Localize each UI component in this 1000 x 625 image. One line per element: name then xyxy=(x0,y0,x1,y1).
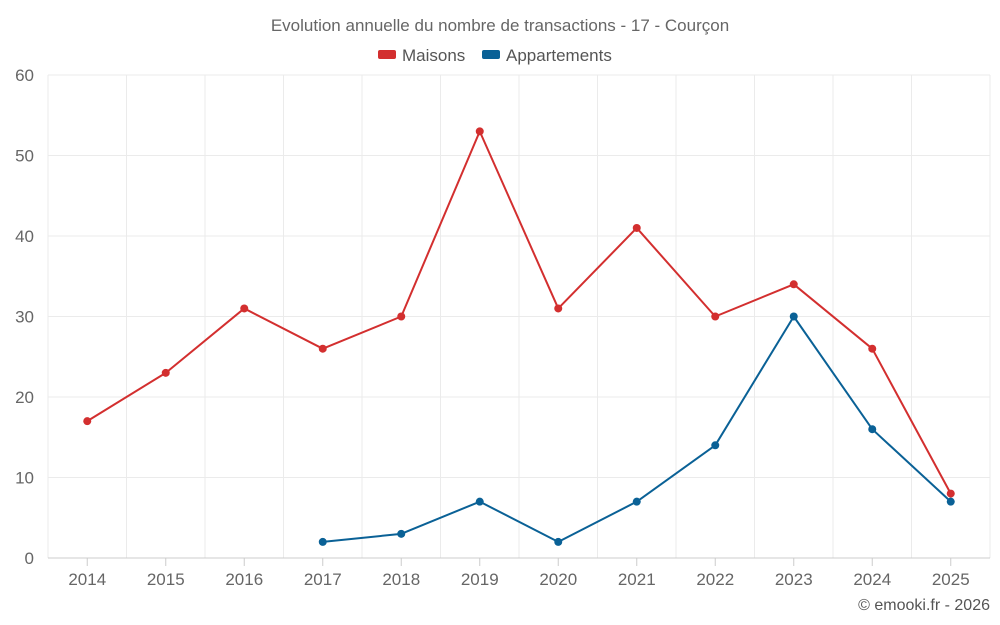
data-point-maisons[interactable] xyxy=(711,312,720,321)
data-point-maisons[interactable] xyxy=(240,304,249,313)
x-tick-label: 2022 xyxy=(696,570,734,589)
legend-label-appartements[interactable]: Appartements xyxy=(506,46,612,65)
y-tick-label: 40 xyxy=(15,227,34,246)
legend-swatch-maisons xyxy=(378,50,396,59)
x-tick-label: 2025 xyxy=(932,570,970,589)
data-point-maisons[interactable] xyxy=(789,280,798,289)
data-point-appartements[interactable] xyxy=(554,537,563,546)
data-point-appartements[interactable] xyxy=(711,441,720,450)
chart-title: Evolution annuelle du nombre de transact… xyxy=(271,16,729,35)
x-tick-label: 2014 xyxy=(68,570,106,589)
y-tick-label: 30 xyxy=(15,308,34,327)
series-line-appartements xyxy=(322,315,952,543)
series xyxy=(83,127,955,546)
x-tick-label: 2019 xyxy=(461,570,499,589)
y-tick-label: 50 xyxy=(15,147,34,166)
x-tick-label: 2020 xyxy=(539,570,577,589)
x-tick-label: 2015 xyxy=(147,570,185,589)
data-point-appartements[interactable] xyxy=(946,497,955,506)
data-point-maisons[interactable] xyxy=(946,489,955,498)
y-tick-label: 60 xyxy=(15,66,34,85)
y-tick-label: 20 xyxy=(15,388,34,407)
data-point-appartements[interactable] xyxy=(397,529,406,538)
series-appartements xyxy=(318,312,955,546)
data-point-appartements[interactable] xyxy=(318,537,327,546)
legend-swatch-appartements xyxy=(482,50,500,59)
data-point-appartements[interactable] xyxy=(789,312,798,321)
data-point-maisons[interactable] xyxy=(632,223,641,232)
x-tick-label: 2023 xyxy=(775,570,813,589)
grid xyxy=(47,74,991,558)
x-tick-label: 2016 xyxy=(225,570,263,589)
data-point-appartements[interactable] xyxy=(868,425,877,434)
x-tick-label: 2021 xyxy=(618,570,656,589)
credit-text: © emooki.fr - 2026 xyxy=(858,597,990,614)
data-point-maisons[interactable] xyxy=(554,304,563,313)
legend-label-maisons[interactable]: Maisons xyxy=(402,46,465,65)
data-point-maisons[interactable] xyxy=(475,127,484,136)
data-point-maisons[interactable] xyxy=(161,368,170,377)
data-point-maisons[interactable] xyxy=(318,344,327,353)
y-tick-label: 10 xyxy=(15,469,34,488)
data-point-appartements[interactable] xyxy=(632,497,641,506)
x-tick-label: 2024 xyxy=(853,570,891,589)
x-tick-label: 2017 xyxy=(304,570,342,589)
data-point-maisons[interactable] xyxy=(83,417,92,426)
legend: Maisons Appartements xyxy=(378,46,612,65)
axes: 0 10 20 30 40 50 60 2014 2015 2016 2017 2018 2019 202… xyxy=(15,66,990,589)
data-point-maisons[interactable] xyxy=(868,344,877,353)
data-point-appartements[interactable] xyxy=(475,497,484,506)
series-line-maisons xyxy=(86,130,952,495)
series-maisons xyxy=(83,127,955,498)
y-tick-label: 0 xyxy=(25,549,34,568)
x-tick-label: 2018 xyxy=(382,570,420,589)
data-point-maisons[interactable] xyxy=(397,312,406,321)
